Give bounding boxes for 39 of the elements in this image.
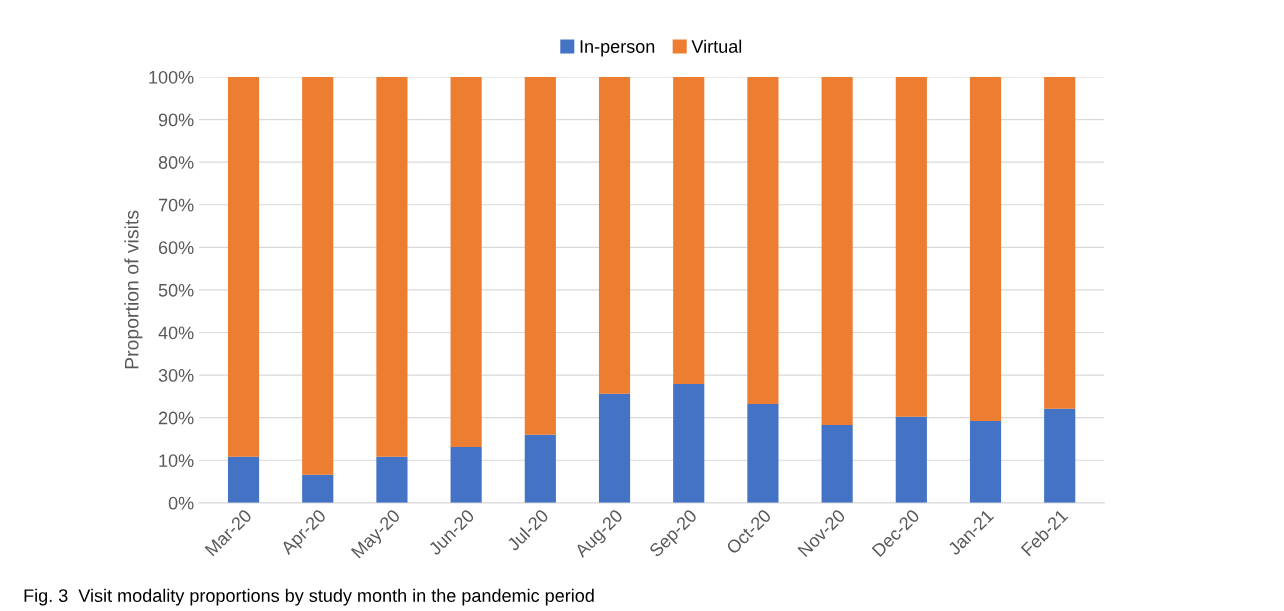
bar — [227, 76, 260, 457]
y-tick-label: 0% — [168, 496, 194, 510]
bar — [227, 456, 260, 503]
bar — [821, 76, 853, 425]
bar — [821, 424, 853, 503]
bar — [376, 456, 408, 503]
y-axis-title: Proportion of visits — [124, 210, 143, 369]
bar — [895, 416, 927, 503]
y-tick-label: 20% — [158, 411, 194, 425]
bar — [450, 447, 482, 503]
bar — [969, 76, 1002, 422]
y-tick-label: 50% — [158, 283, 194, 297]
y-tick-label: 60% — [158, 241, 194, 255]
bar — [598, 393, 631, 503]
y-tick-label: 70% — [158, 198, 194, 212]
legend-label: Virtual — [691, 39, 742, 53]
legend-label: In-person — [580, 40, 655, 57]
y-tick-label: 40% — [158, 326, 194, 340]
bar — [302, 474, 334, 503]
caption: Fig. 3 Visit modality proportions by study month in the pandemic period — [24, 588, 594, 606]
y-tick-label: 80% — [158, 156, 194, 169]
bar — [1044, 76, 1076, 409]
bar — [302, 76, 334, 475]
bar — [969, 421, 1002, 503]
bar — [673, 76, 705, 385]
y-tick-label: 100% — [149, 70, 194, 84]
y-tick-label: 10% — [159, 454, 194, 467]
bar — [895, 76, 927, 417]
bar — [450, 76, 482, 448]
bar — [747, 404, 779, 503]
y-tick-label: 30% — [158, 369, 194, 382]
bar — [598, 76, 631, 394]
bar — [673, 384, 705, 503]
bar — [747, 76, 779, 405]
y-tick-label: 90% — [158, 113, 194, 127]
bar — [524, 434, 556, 503]
bar — [1044, 408, 1076, 503]
bar — [376, 76, 408, 457]
bar — [524, 76, 556, 435]
